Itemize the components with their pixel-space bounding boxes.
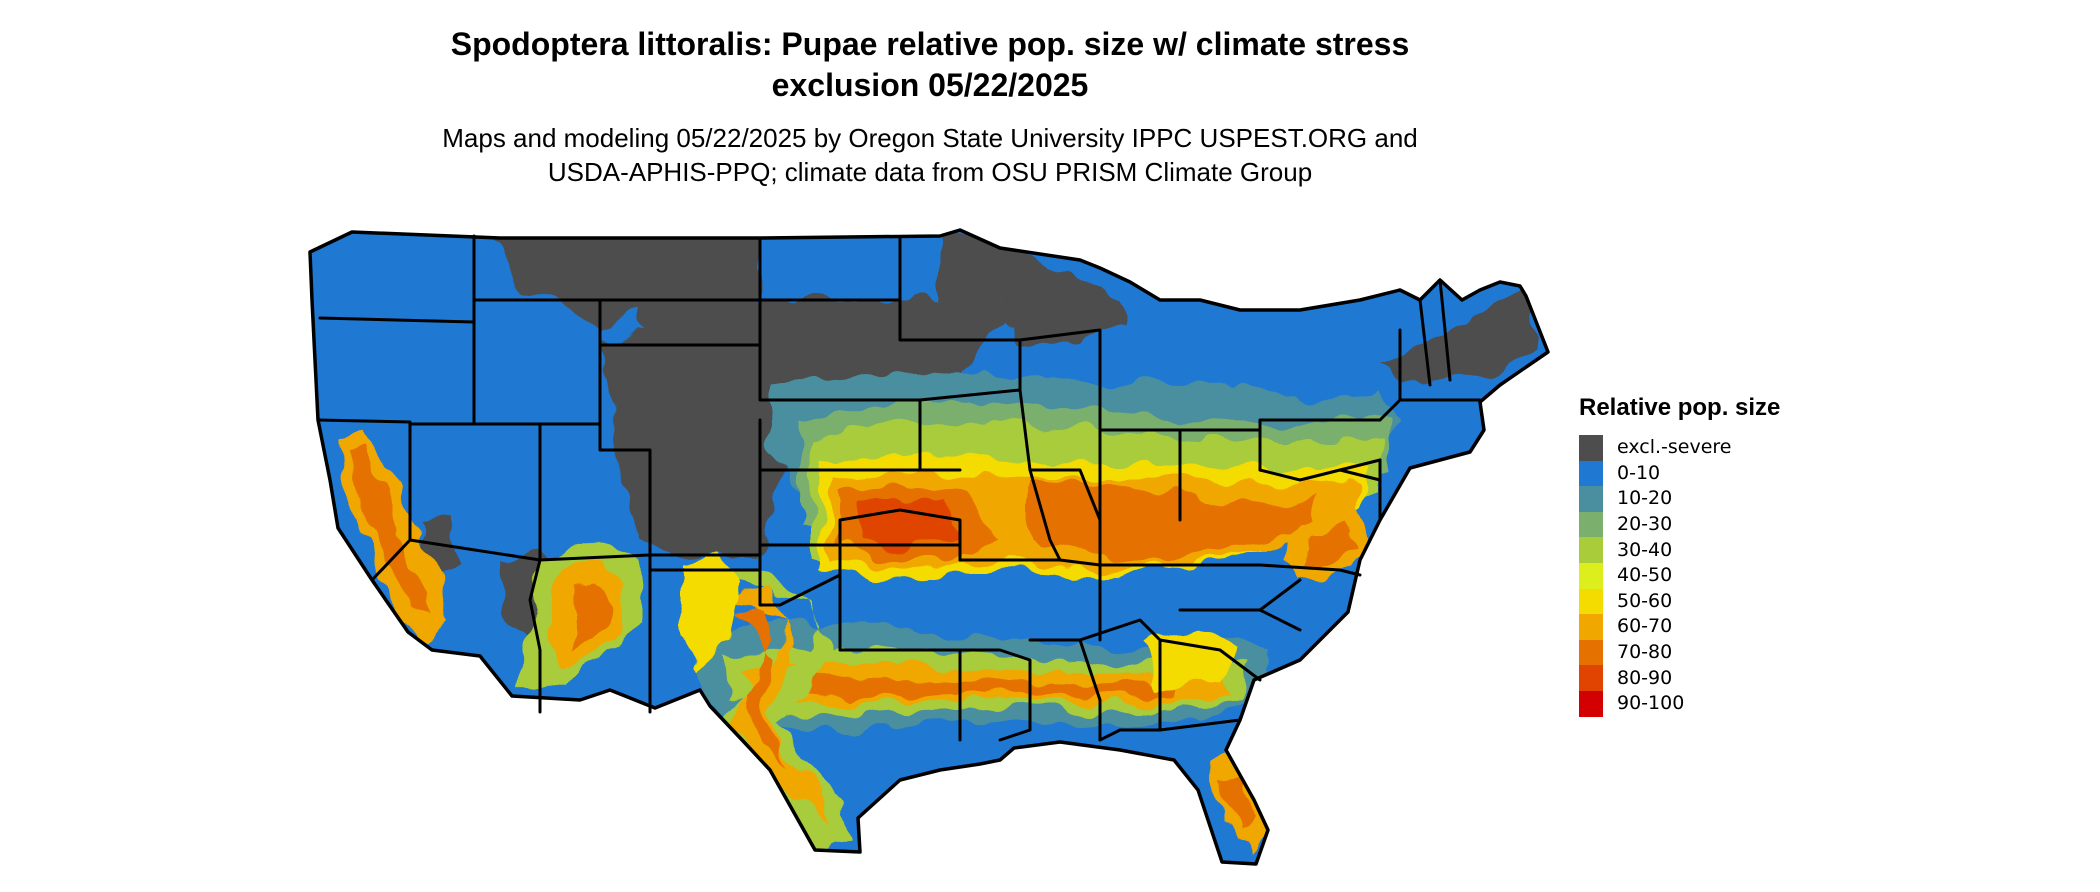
legend-item: 0-10 [1579, 460, 1899, 487]
legend-swatch [1579, 588, 1603, 615]
map-subtitle-line-1: Maps and modeling 05/22/2025 by Oregon S… [442, 123, 1418, 153]
map-title-line-1: Spodoptera littoralis: Pupae relative po… [450, 26, 1410, 62]
legend-item: 80-90 [1579, 665, 1899, 691]
map-title-line-2: exclusion 05/22/2025 [771, 67, 1089, 103]
legend-item: excl.-severe [1579, 435, 1899, 461]
legend-label: 80-90 [1617, 666, 1673, 689]
legend-item: 40-50 [1579, 562, 1899, 589]
legend-label: 90-100 [1617, 692, 1685, 715]
legend-swatch [1579, 690, 1603, 717]
legend-label: 30-40 [1617, 538, 1673, 561]
legend-label: 40-50 [1617, 564, 1673, 587]
legend-swatch [1579, 435, 1603, 461]
legend-title: Relative pop. size [1579, 394, 1781, 421]
legend-item: 20-30 [1579, 511, 1899, 538]
legend-item: 10-20 [1579, 486, 1899, 512]
legend-swatch [1579, 562, 1603, 589]
legend-label: excl.-severe [1617, 436, 1732, 459]
legend-swatch [1579, 614, 1603, 640]
legend-item: 50-60 [1579, 588, 1899, 615]
legend-label: 50-60 [1617, 589, 1673, 612]
legend-label: 10-20 [1617, 487, 1673, 510]
legend: Relative pop. size excl.-severe 0-10 10-20… [1579, 393, 1899, 717]
population-raster [310, 230, 1548, 864]
legend-swatch [1579, 639, 1603, 666]
legend-swatch [1579, 486, 1603, 512]
legend-swatch [1579, 511, 1603, 538]
legend-swatch [1579, 665, 1603, 691]
map-title: Spodoptera littoralis: Pupae relative po… [0, 24, 1860, 106]
legend-label: 20-30 [1617, 513, 1673, 536]
legend-label: 0-10 [1617, 461, 1661, 484]
us-outline [308, 228, 1550, 866]
legend-swatch [1579, 460, 1603, 487]
legend-item: 60-70 [1579, 614, 1899, 640]
legend-item: 90-100 [1579, 690, 1899, 717]
legend-label: 60-70 [1617, 615, 1673, 638]
state-borders [316, 234, 1482, 742]
legend-item: 30-40 [1579, 537, 1899, 563]
legend-item: 70-80 [1579, 639, 1899, 666]
legend-label: 70-80 [1617, 641, 1673, 664]
map-subtitle-line-2: USDA-APHIS-PPQ; climate data from OSU PR… [547, 157, 1313, 187]
map-subtitle: Maps and modeling 05/22/2025 by Oregon S… [0, 121, 1860, 189]
legend-items: excl.-severe 0-10 10-20 20-30 30-40 40-50 50-6… [1579, 435, 1899, 717]
legend-swatch [1579, 537, 1603, 563]
us-population-map [308, 228, 1550, 866]
